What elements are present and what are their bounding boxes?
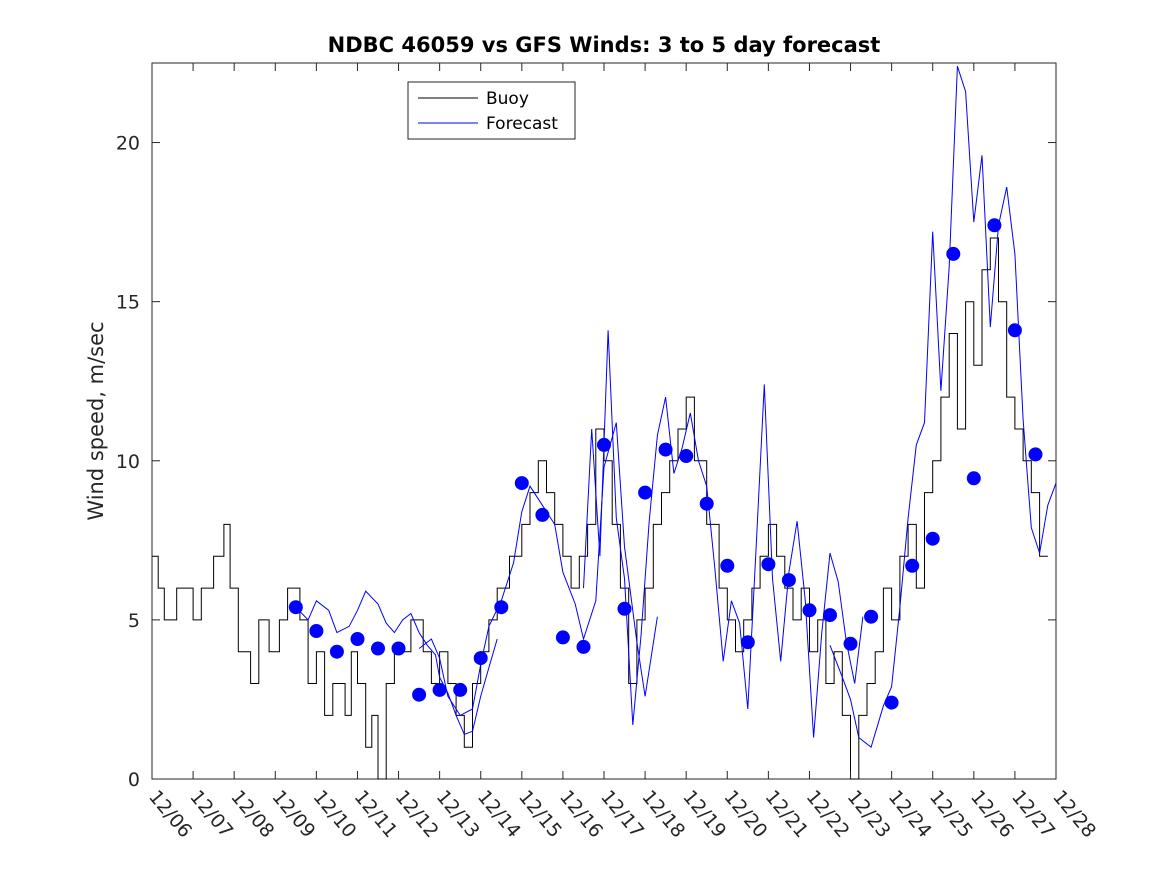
- legend-label-forecast: Forecast: [486, 114, 558, 134]
- forecast-marker: [535, 507, 550, 522]
- plot-area: [151, 62, 1057, 780]
- forecast-marker: [494, 600, 509, 615]
- buoy-series: [152, 237, 1048, 780]
- y-tick-label: 20: [116, 133, 140, 155]
- legend-box: [407, 81, 576, 140]
- forecast-marker: [905, 558, 920, 573]
- forecast-markers: [288, 218, 1043, 710]
- forecast-marker: [699, 496, 714, 511]
- y-tick-label: 15: [116, 292, 140, 314]
- forecast-marker: [720, 558, 735, 573]
- forecast-marker: [864, 609, 879, 624]
- forecast-marker: [1028, 447, 1043, 462]
- forecast-run-line-1: [295, 590, 498, 736]
- y-tick-label: 5: [128, 610, 140, 632]
- forecast-marker: [884, 695, 899, 710]
- forecast-marker: [514, 476, 529, 491]
- forecast-marker: [679, 449, 694, 463]
- buoy-line: [152, 237, 1048, 780]
- forecast-run-line-4: [829, 66, 1057, 749]
- forecast-marker: [740, 635, 755, 650]
- y-axis-label: Wind speed, m/sec: [84, 321, 108, 520]
- forecast-run-line-2: [418, 422, 658, 717]
- forecast-marker: [987, 218, 1002, 233]
- forecast-series: [295, 66, 1057, 749]
- forecast-marker: [802, 603, 817, 618]
- forecast-marker: [329, 644, 344, 659]
- y-tick-label: 0: [128, 769, 140, 791]
- forecast-marker: [946, 246, 961, 261]
- forecast-marker: [453, 682, 468, 697]
- forecast-marker: [412, 687, 427, 702]
- forecast-marker: [371, 641, 385, 656]
- forecast-marker: [843, 636, 858, 651]
- forecast-marker: [350, 632, 365, 646]
- legend: Buoy Forecast: [407, 81, 576, 140]
- forecast-marker: [576, 639, 591, 654]
- chart-title: NDBC 46059 vs GFS Winds: 3 to 5 day fore…: [328, 33, 881, 57]
- forecast-marker: [781, 573, 796, 588]
- forecast-marker: [1007, 323, 1022, 338]
- forecast-marker: [823, 608, 837, 623]
- forecast-marker: [473, 651, 488, 666]
- y-tick-label: 10: [116, 451, 140, 473]
- forecast-marker: [966, 471, 981, 486]
- legend-label-buoy: Buoy: [486, 89, 529, 109]
- forecast-marker: [617, 601, 632, 616]
- forecast-run-line-3: [583, 330, 864, 738]
- forecast-marker: [391, 641, 406, 656]
- forecast-marker: [555, 630, 570, 645]
- forecast-marker: [925, 531, 940, 546]
- forecast-marker: [761, 557, 776, 572]
- forecast-marker: [288, 600, 303, 615]
- forecast-marker: [432, 682, 447, 697]
- forecast-marker: [658, 442, 673, 457]
- forecast-marker: [597, 437, 611, 452]
- forecast-marker: [309, 624, 324, 638]
- forecast-marker: [638, 485, 653, 500]
